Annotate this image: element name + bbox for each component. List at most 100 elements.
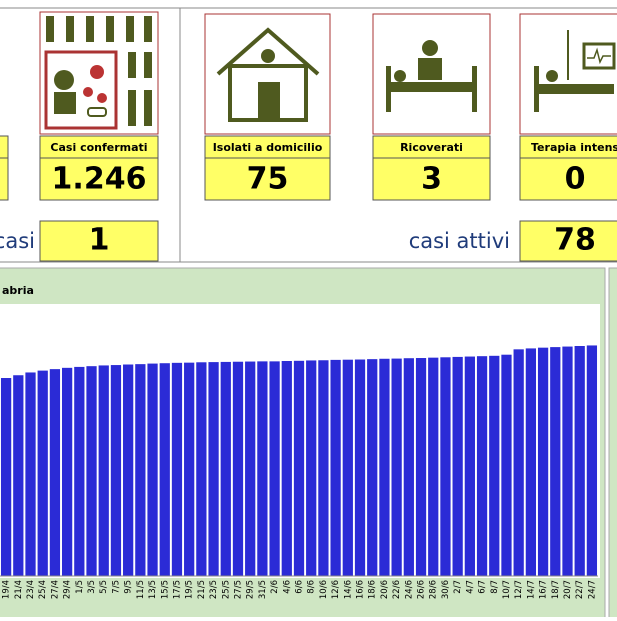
bar [489,355,500,576]
value-box [519,157,617,201]
icon-icu [519,13,617,135]
x-tick-label: 7/5 [111,580,121,594]
bar [257,361,268,576]
icon-hospital [372,13,491,135]
side-panel [608,267,617,621]
bar [318,360,329,576]
value-box [39,157,159,201]
icon-home [204,13,331,135]
bar [415,358,427,576]
panel-value: 0 [565,162,586,197]
x-tick-label: 31/5 [258,580,268,599]
x-tick-label: 14/7 [526,580,536,599]
x-tick-label: 23/4 [26,580,36,599]
bar [25,372,36,576]
bar [196,362,207,576]
x-tick-label: 19/4 [2,580,12,599]
x-tick-label: 2/6 [270,580,280,594]
x-tick-label: 3/5 [87,580,97,594]
x-tick-label: 21/5 [197,580,207,599]
x-tick-label: 16/6 [356,580,366,599]
x-tick-label: 24/7 [587,580,597,599]
summary-value: 78 [554,223,596,258]
bar [86,366,97,576]
x-tick-label: 22/7 [575,580,585,599]
x-tick-label: 4/7 [465,580,475,594]
summary-value: 1 [89,223,110,258]
bar [159,363,170,576]
x-tick-label: 8/7 [490,580,500,594]
value-box [372,157,491,201]
bar [525,348,537,576]
bar [306,360,317,576]
panel-value: 1.246 [52,162,147,197]
x-tick-label: 4/6 [282,580,292,594]
bar [464,356,475,576]
bar [147,363,158,576]
bar [269,361,280,576]
bar [220,361,231,576]
x-tick-label: 14/6 [343,580,353,599]
panel-label: Terapia intens [531,141,617,154]
bar [98,365,109,576]
bar [586,345,598,576]
bar [562,346,573,576]
x-tick-label: 24/6 [404,580,414,599]
panel-label: Isolati a domicilio [213,141,323,154]
bar [428,357,439,576]
icon-confirmed [39,11,159,135]
x-tick-label: 19/5 [185,580,195,599]
bar [391,358,402,576]
x-tick-label: 2/7 [453,580,463,594]
summary-label: casi attivi [409,229,510,253]
bar [513,349,524,576]
x-tick-label: 17/5 [172,580,182,599]
x-tick-label: 26/6 [417,580,427,599]
x-tick-label: 28/6 [429,580,439,599]
bar [574,346,585,576]
x-tick-label: 6/6 [295,580,305,594]
panel-value: 75 [247,162,289,197]
x-tick-label: 12/7 [514,580,524,599]
bar [123,364,134,576]
panel-label: Ricoverati [400,141,463,154]
bar [0,378,12,576]
bar [49,369,61,576]
bar [232,361,244,576]
x-tick-label: 15/5 [160,580,170,599]
x-tick-label: 11/5 [136,580,146,599]
bar [367,359,378,576]
bar [208,362,219,576]
x-tick-label: 12/6 [331,580,341,599]
bar [110,365,122,576]
bar [171,362,183,576]
x-tick-label: 9/5 [124,580,134,594]
x-tick-label: 30/6 [441,580,451,599]
bar [537,347,549,576]
x-tick-label: 21/4 [14,580,24,599]
bar [184,362,195,576]
bar [293,360,305,576]
value-box [39,220,159,262]
x-tick-label: 10/7 [502,580,512,599]
bar [61,367,73,576]
panel-label: Casi confermati [50,141,147,154]
x-tick-label: 20/7 [563,580,573,599]
x-tick-label: 1/5 [75,580,85,594]
x-tick-label: 27/5 [233,580,243,599]
bar [379,358,390,576]
bar [135,364,146,576]
x-tick-label: 13/5 [148,580,158,599]
bar [37,370,48,576]
bar [550,347,561,576]
value-box [519,220,617,262]
x-tick-label: 20/6 [380,580,390,599]
value-box [0,157,9,201]
x-tick-label: 27/4 [50,580,60,599]
x-tick-label: 25/4 [38,580,48,599]
x-tick-label: 18/7 [551,580,561,599]
x-tick-label: 10/6 [319,580,329,599]
bar [342,359,353,576]
x-tick-label: 18/6 [368,580,378,599]
